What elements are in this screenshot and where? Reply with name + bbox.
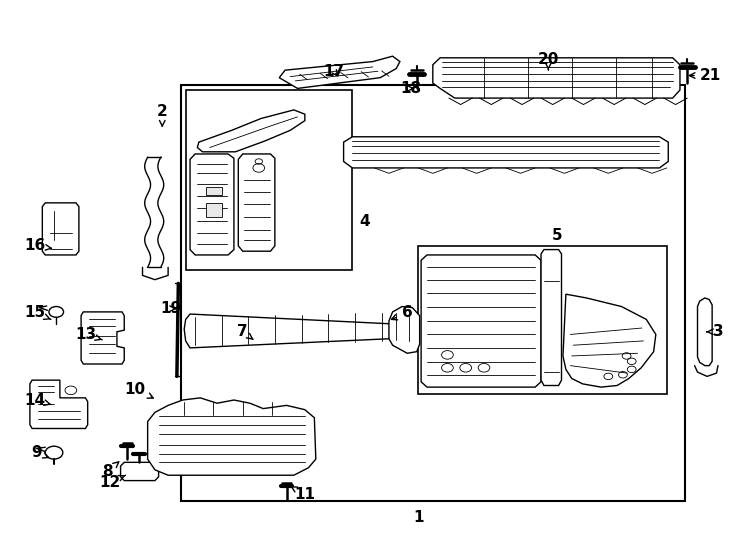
Polygon shape <box>697 298 712 366</box>
Polygon shape <box>190 154 234 255</box>
Polygon shape <box>30 380 87 428</box>
Text: 4: 4 <box>360 214 371 229</box>
Polygon shape <box>43 203 79 255</box>
Polygon shape <box>279 56 400 89</box>
Text: 3: 3 <box>707 325 723 339</box>
Polygon shape <box>563 294 656 387</box>
Polygon shape <box>197 110 305 152</box>
Text: 15: 15 <box>24 306 51 320</box>
Polygon shape <box>148 398 316 475</box>
Polygon shape <box>81 312 124 364</box>
Polygon shape <box>120 462 159 481</box>
Polygon shape <box>421 255 541 387</box>
Text: 10: 10 <box>125 382 153 398</box>
Bar <box>418 246 666 394</box>
Text: 18: 18 <box>400 81 421 96</box>
Polygon shape <box>184 314 393 348</box>
Polygon shape <box>344 137 668 168</box>
Text: 13: 13 <box>76 327 102 342</box>
Polygon shape <box>206 187 222 195</box>
Polygon shape <box>389 307 420 353</box>
Text: 5: 5 <box>552 227 562 242</box>
Text: 21: 21 <box>689 68 721 83</box>
Text: 20: 20 <box>538 52 559 70</box>
Text: 6: 6 <box>391 306 413 320</box>
Text: 2: 2 <box>157 104 167 126</box>
Bar <box>181 85 685 501</box>
Text: 7: 7 <box>237 325 253 340</box>
Text: 19: 19 <box>161 301 182 316</box>
Polygon shape <box>433 58 680 98</box>
Text: 17: 17 <box>324 64 345 79</box>
Polygon shape <box>206 203 222 218</box>
Text: 1: 1 <box>413 510 424 525</box>
Text: 11: 11 <box>291 487 316 502</box>
Text: 16: 16 <box>24 238 51 253</box>
Text: 9: 9 <box>31 445 48 460</box>
Text: 12: 12 <box>99 475 126 490</box>
Text: 14: 14 <box>24 393 51 408</box>
Polygon shape <box>239 154 275 251</box>
Polygon shape <box>541 249 562 386</box>
Bar <box>186 90 352 270</box>
Text: 8: 8 <box>102 462 119 479</box>
